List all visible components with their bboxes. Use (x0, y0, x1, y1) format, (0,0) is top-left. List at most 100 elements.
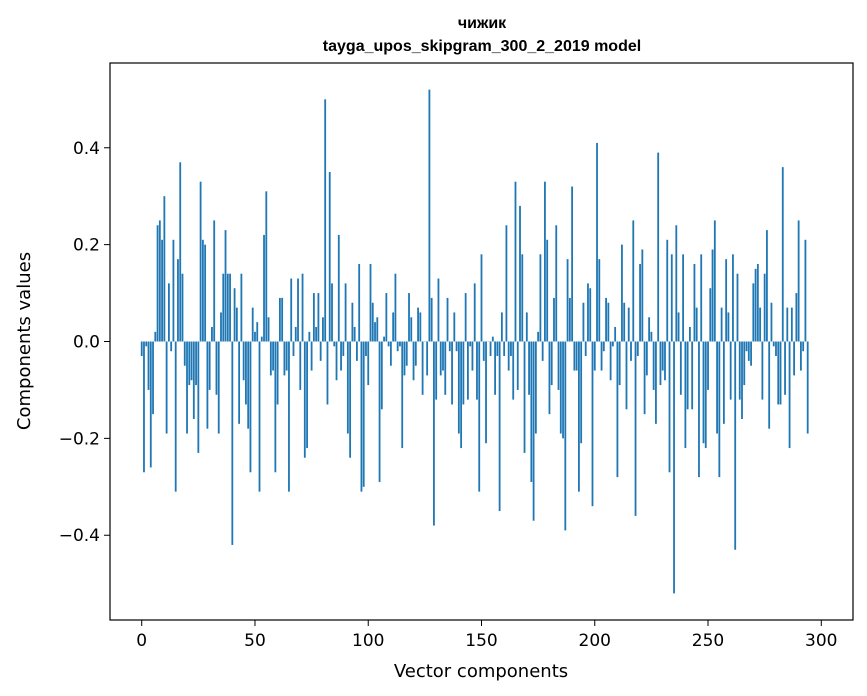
y-tick-label: 0.4 (73, 139, 100, 159)
y-axis-label: Components values (14, 252, 35, 430)
x-axis-ticks: 0 50 100 150 200 250 300 (136, 620, 838, 651)
x-tick-label: 200 (579, 631, 611, 651)
bar (188, 341, 191, 386)
bar (186, 341, 188, 434)
bar (256, 322, 259, 342)
bar (500, 312, 503, 342)
bar (158, 220, 161, 342)
bar (505, 225, 508, 342)
bars-group (140, 89, 809, 594)
bar (446, 297, 449, 342)
bar (365, 341, 367, 357)
bar (299, 341, 302, 390)
bar (605, 297, 607, 342)
bar (736, 273, 739, 342)
bar (181, 273, 184, 342)
bar (636, 341, 639, 357)
bar (408, 293, 410, 342)
bar (272, 341, 274, 371)
bar (206, 341, 209, 429)
plot-frame (109, 62, 854, 621)
bar (358, 264, 361, 342)
bar (575, 341, 578, 371)
bar (197, 341, 200, 453)
bar (689, 326, 691, 342)
bar (172, 239, 175, 342)
bar (462, 341, 465, 405)
y-axis-ticks: −0.4 −0.2 0.0 0.2 0.4 (59, 139, 110, 546)
bar (312, 293, 315, 342)
bar (790, 307, 793, 342)
bar (550, 341, 553, 386)
bar (156, 225, 159, 342)
bar (331, 283, 333, 342)
bar (734, 341, 737, 550)
bar (618, 341, 621, 386)
bar (761, 341, 764, 400)
bar (779, 341, 782, 405)
bar (756, 264, 759, 342)
x-tick-label: 50 (244, 631, 266, 651)
bar (344, 283, 347, 342)
bar (498, 341, 501, 512)
bar (346, 341, 349, 434)
bar (220, 312, 222, 342)
bar (471, 341, 474, 371)
bar (657, 152, 660, 342)
bar (310, 341, 313, 371)
bar (340, 341, 342, 371)
bar (639, 264, 641, 342)
bar (437, 278, 440, 342)
bar (367, 341, 370, 386)
bar (516, 341, 519, 390)
bar (770, 302, 773, 342)
bar (548, 341, 551, 415)
bar (553, 297, 555, 342)
bar (673, 341, 675, 594)
bar (281, 297, 284, 342)
bar (417, 307, 419, 342)
bar (489, 341, 492, 357)
bar (149, 341, 152, 468)
bar (693, 264, 696, 342)
bar (670, 254, 673, 342)
x-tick-label: 150 (465, 631, 497, 651)
bar (161, 239, 163, 342)
bar (292, 341, 295, 357)
bar (759, 307, 762, 342)
bar (274, 341, 277, 473)
bar (360, 341, 363, 492)
chart-subtitle: tayga_upos_skipgram_300_2_2019 model (323, 38, 641, 55)
bar (319, 341, 322, 361)
x-tick-label: 250 (692, 631, 724, 651)
bar (333, 341, 336, 347)
bar (448, 341, 451, 352)
bar (614, 326, 617, 342)
bar (784, 341, 786, 395)
bar (806, 341, 809, 434)
bar (383, 336, 385, 342)
bar (578, 341, 580, 492)
bar (217, 341, 220, 434)
bar (403, 341, 406, 376)
bar (607, 302, 610, 342)
bar (729, 341, 732, 400)
bar (297, 278, 299, 342)
bar (235, 307, 238, 342)
bar (623, 302, 626, 342)
bar (190, 341, 193, 381)
bar (453, 312, 456, 342)
bar (659, 341, 662, 386)
bar (476, 341, 478, 400)
bar (387, 341, 390, 347)
bar (412, 341, 415, 381)
bar (491, 336, 494, 342)
bar (514, 181, 517, 342)
bar (177, 259, 179, 342)
bar (641, 249, 644, 342)
bar (242, 341, 245, 381)
bar (213, 220, 216, 342)
bar (738, 341, 741, 400)
bar (546, 239, 549, 342)
bar (195, 341, 197, 386)
